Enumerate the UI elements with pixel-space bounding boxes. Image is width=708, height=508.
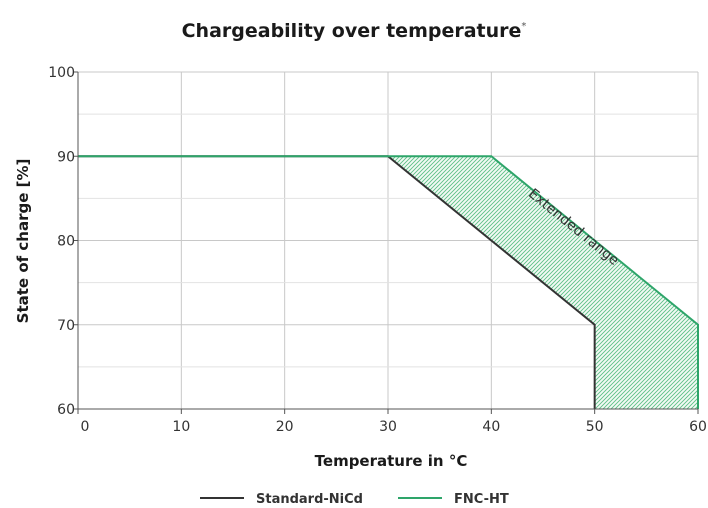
y-tick-label: 80 [57,234,75,250]
series-lines [78,155,699,409]
y-tick-label: 60 [57,402,75,418]
y-tick-label: 90 [57,149,75,165]
x-tick-label: 10 [172,419,190,435]
x-tick-labels: 0 10 20 30 40 50 60 [81,419,707,435]
y-tick-labels: 60 70 80 90 100 [48,65,75,418]
x-tick-label: 0 [81,419,90,435]
y-tick-label: 70 [57,318,75,334]
x-axis-label: Temperature in °C [315,452,468,470]
x-tick-label: 20 [276,419,294,435]
x-tick-label: 30 [379,419,397,435]
x-tick-label: 50 [586,419,604,435]
legend-label-standard-nicd: Standard-NiCd [256,492,363,507]
legend-label-fnc-ht: FNC-HT [454,492,509,507]
x-tick-label: 60 [689,419,707,435]
y-tick-label: 100 [48,65,75,81]
chart-title: Chargeability over temperature* [182,20,527,42]
series-line-fnc-ht [78,155,699,409]
legend: Standard-NiCd FNC-HT [200,492,509,507]
x-tick-label: 40 [482,419,500,435]
y-axis-label: State of charge [%] [14,159,32,324]
axes [73,71,699,414]
